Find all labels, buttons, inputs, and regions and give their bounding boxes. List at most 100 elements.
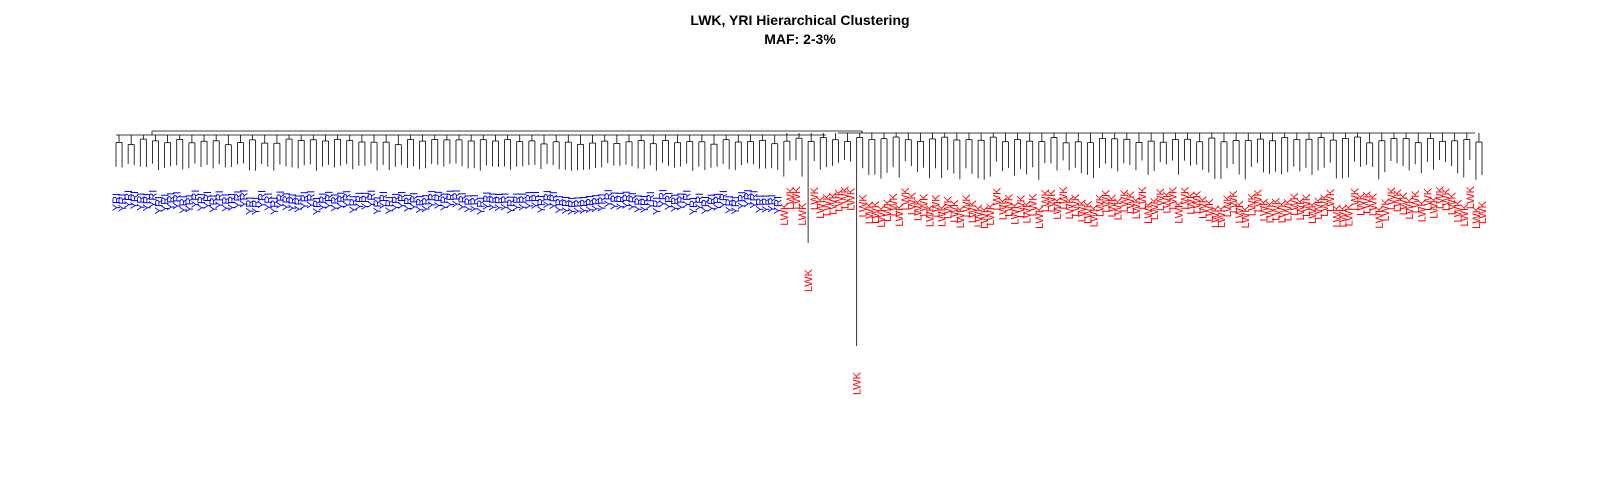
leaf-label-yri: YRI <box>384 196 396 214</box>
leaf-label-lwk: LWK <box>1070 193 1082 217</box>
leaf-label-yri: YRI <box>342 190 354 208</box>
leaf-label-yri: YRI <box>481 192 493 210</box>
leaf-label-lwk: LWK <box>852 371 864 395</box>
leaf-label-yri: YRI <box>639 195 651 213</box>
leaf-label-yri: YRI <box>129 191 141 209</box>
leaf-label-lwk: LWK <box>991 187 1003 211</box>
leaf-label-yri: YRI <box>366 190 378 208</box>
leaf-label-lwk: LWK <box>1216 204 1228 228</box>
leaf-label-lwk: LWK <box>979 205 991 229</box>
leaf-label-yri: YRI <box>360 192 372 210</box>
leaf-label-yri: YRI <box>214 190 226 208</box>
leaf-label-lwk: LWK <box>1362 190 1374 214</box>
leaf-label-yri: YRI <box>475 197 487 215</box>
leaf-label-yri: YRI <box>208 194 220 212</box>
leaf-label-lwk: LWK <box>1180 186 1192 210</box>
leaf-label-lwk: LWK <box>997 196 1009 220</box>
leaf-label-lwk: LWK <box>1204 198 1216 222</box>
leaf-label-lwk: LWK <box>858 194 870 218</box>
leaf-label-yri: YRI <box>633 194 645 212</box>
leaf-label-lwk: LWK <box>1392 188 1404 212</box>
dendrogram-branches <box>115 130 1483 346</box>
leaf-label-yri: YRI <box>572 196 584 214</box>
leaf-label-yri: YRI <box>245 197 257 215</box>
leaf-label-yri: YRI <box>263 193 275 211</box>
leaf-label-yri: YRI <box>330 193 342 211</box>
leaf-label-lwk: LWK <box>1149 196 1161 220</box>
leaf-label-yri: YRI <box>469 194 481 212</box>
leaf-label-lwk: LWK <box>1003 193 1015 217</box>
leaf-label-yri: YRI <box>232 190 244 208</box>
leaf-label-lwk: LWK <box>821 192 833 216</box>
leaf-label-lwk: LWK <box>1325 188 1337 212</box>
leaf-label-yri: YRI <box>761 195 773 213</box>
leaf-label-yri: YRI <box>712 193 724 211</box>
leaf-label-lwk: LWK <box>1374 205 1386 229</box>
leaf-label-lwk: LWK <box>1435 185 1447 209</box>
leaf-label-yri: YRI <box>706 194 718 212</box>
leaf-label-yri: YRI <box>226 193 238 211</box>
leaf-label-lwk: LWK <box>985 202 997 226</box>
leaf-label-yri: YRI <box>141 193 153 211</box>
leaf-label-yri: YRI <box>615 192 627 210</box>
leaf-label-lwk: LWK <box>1386 186 1398 210</box>
leaf-label-yri: YRI <box>408 192 420 210</box>
leaf-label-lwk: LWK <box>900 187 912 211</box>
leaf-label-lwk: LWK <box>1289 192 1301 216</box>
leaf-label-yri: YRI <box>566 197 578 215</box>
leaf-label-lwk: LWK <box>1422 187 1434 211</box>
leaf-label-lwk: LWK <box>1428 195 1440 219</box>
leaf-label-lwk: LWK <box>967 199 979 223</box>
leaf-label-yri: YRI <box>402 194 414 212</box>
leaf-label-yri: YRI <box>657 189 669 207</box>
leaf-label-lwk: LWK <box>1119 189 1131 213</box>
leaf-label-lwk: LWK <box>1052 196 1064 220</box>
leaf-label-lwk: LWK <box>1343 203 1355 227</box>
leaf-label-lwk: LWK <box>815 195 827 219</box>
leaf-label-yri: YRI <box>585 195 597 213</box>
leaf-label-yri: YRI <box>748 190 760 208</box>
leaf-label-lwk: LWK <box>943 195 955 219</box>
leaf-label-yri: YRI <box>299 191 311 209</box>
leaf-label-yri: YRI <box>512 193 524 211</box>
leaf-label-yri: YRI <box>147 190 159 208</box>
leaf-label-yri: YRI <box>560 196 572 214</box>
leaf-label-yri: YRI <box>676 193 688 211</box>
leaf-label-yri: YRI <box>378 191 390 209</box>
leaf-label-yri: YRI <box>348 195 360 213</box>
leaf-label-lwk: LWK <box>1010 201 1022 225</box>
leaf-label-yri: YRI <box>730 196 742 214</box>
leaf-label-lwk: LWK <box>1192 190 1204 214</box>
leaf-label-yri: YRI <box>323 191 335 209</box>
leaf-label-lwk: LWK <box>1210 204 1222 228</box>
leaf-label-yri: YRI <box>621 191 633 209</box>
leaf-label-yri: YRI <box>293 194 305 212</box>
leaf-label-lwk: LWK <box>1022 200 1034 224</box>
leaf-label-yri: YRI <box>742 189 754 207</box>
leaf-label-yri: YRI <box>694 193 706 211</box>
leaf-label-lwk: LWK <box>1137 186 1149 210</box>
leaf-label-lwk: LWK <box>1028 193 1040 217</box>
leaf-label-lwk: LWK <box>1477 200 1489 224</box>
leaf-label-yri: YRI <box>457 192 469 210</box>
leaf-label-yri: YRI <box>500 193 512 211</box>
leaf-label-lwk: LWK <box>1295 197 1307 221</box>
leaf-label-yri: YRI <box>493 193 505 211</box>
leaf-label-yri: YRI <box>433 191 445 209</box>
leaf-label-yri: YRI <box>663 192 675 210</box>
leaf-label-lwk: LWK <box>1082 200 1094 224</box>
leaf-label-lwk: LWK <box>1301 193 1313 217</box>
leaf-label-lwk: LWK <box>1416 199 1428 223</box>
leaf-label-yri: YRI <box>415 195 427 213</box>
leaf-label-lwk: LWK <box>846 187 858 211</box>
leaf-label-yri: YRI <box>257 190 269 208</box>
leaf-label-yri: YRI <box>767 194 779 212</box>
leaf-label-lwk: LWK <box>1313 196 1325 220</box>
leaf-label-yri: YRI <box>372 196 384 214</box>
leaf-label-lwk: LWK <box>797 202 809 226</box>
leaf-label-yri: YRI <box>736 191 748 209</box>
leaf-label-lwk: LWK <box>1356 192 1368 216</box>
leaf-label-lwk: LWK <box>1016 194 1028 218</box>
leaf-label-yri: YRI <box>591 194 603 212</box>
leaf-label-lwk: LWK <box>1307 200 1319 224</box>
